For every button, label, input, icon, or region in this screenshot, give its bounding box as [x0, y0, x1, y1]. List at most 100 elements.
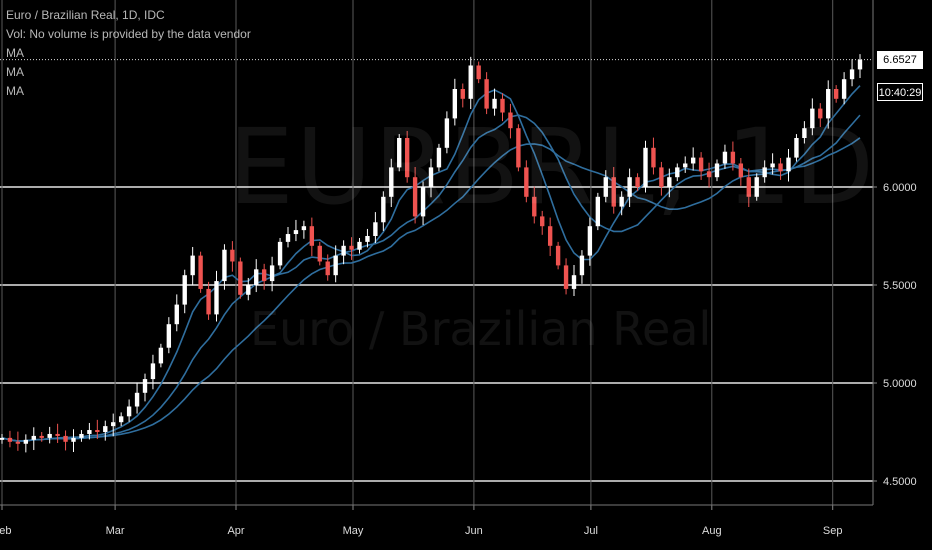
candle	[484, 72, 489, 115]
candle-body	[643, 147, 648, 187]
candle-body	[500, 98, 505, 113]
candle-body	[389, 167, 394, 197]
candle-body	[698, 157, 704, 172]
candle	[643, 140, 648, 193]
candle	[95, 419, 100, 440]
candle-body	[611, 177, 616, 207]
candle-body	[508, 112, 513, 129]
candle-body	[166, 324, 172, 348]
candle-body	[651, 147, 656, 168]
candle-body	[683, 163, 688, 168]
candle	[71, 429, 76, 452]
candle	[659, 161, 664, 196]
candle-body	[174, 304, 179, 325]
candle-body	[802, 128, 807, 138]
candle	[365, 228, 370, 248]
candle-body	[555, 245, 561, 266]
candle	[103, 420, 108, 441]
legend-ma-1[interactable]: MA	[6, 46, 24, 60]
candle	[325, 254, 330, 281]
candle-body	[714, 163, 720, 178]
y-tick-label: 4.5000	[883, 476, 917, 488]
candle	[87, 422, 92, 440]
candle	[47, 426, 52, 444]
candle	[619, 191, 624, 216]
candle-body	[285, 234, 291, 242]
candle	[39, 432, 44, 442]
candle-body	[730, 151, 736, 164]
candle-body	[603, 177, 608, 197]
candle-body	[404, 138, 410, 178]
candle	[770, 153, 775, 175]
x-tick-label: Feb	[0, 525, 11, 537]
legend-ma-2[interactable]: MA	[6, 65, 24, 79]
candle	[603, 170, 608, 203]
candle	[150, 354, 156, 390]
candle	[182, 269, 187, 314]
candle	[118, 412, 124, 427]
candle	[547, 217, 553, 256]
candle	[841, 72, 847, 105]
candle-body	[826, 89, 831, 119]
candle-body	[357, 241, 362, 250]
candle-body	[420, 187, 426, 217]
candle-body	[468, 65, 473, 99]
candle-body	[667, 177, 672, 187]
candle	[468, 56, 473, 109]
candle	[214, 270, 219, 322]
candle-body	[349, 245, 354, 250]
candle-body	[206, 288, 211, 315]
candle	[444, 111, 450, 154]
legend-ma-3[interactable]: MA	[6, 84, 24, 98]
candle-body	[746, 177, 751, 197]
candle-body	[778, 163, 783, 172]
candle-body	[754, 177, 759, 197]
candle	[555, 241, 561, 270]
candle-body	[857, 59, 863, 70]
candle	[349, 237, 354, 260]
candle-body	[484, 79, 489, 109]
candle-body	[333, 255, 338, 276]
candle-body	[786, 157, 791, 172]
candle	[532, 186, 537, 224]
candle	[238, 257, 243, 299]
candle	[690, 147, 696, 171]
candle	[802, 121, 807, 144]
candle	[635, 173, 640, 191]
candle-body	[476, 65, 481, 80]
axes: 4.5000 5.0000 5.5000 6.0000 Feb Mar Apr May Jun J…	[0, 0, 917, 537]
candle	[269, 256, 275, 292]
candle	[79, 430, 84, 442]
candle-body	[849, 69, 855, 80]
candle-body	[31, 435, 36, 440]
grid-lines	[0, 0, 873, 505]
candle-body	[118, 416, 124, 423]
candle	[754, 173, 759, 201]
legend-symbol[interactable]: Euro / Brazilian Real, 1D, IDC	[6, 8, 165, 22]
candle-body	[126, 406, 132, 417]
candle-body	[547, 226, 553, 246]
ma-line-1	[1, 85, 861, 442]
candle	[516, 124, 521, 172]
candle-body	[794, 138, 799, 158]
candle-body	[95, 430, 100, 432]
legend-volume[interactable]: Vol: No volume is provided by the data v…	[6, 27, 251, 41]
candle	[389, 158, 394, 207]
candle-body	[563, 265, 569, 289]
candle	[706, 162, 712, 188]
candle	[452, 78, 458, 126]
x-tick-label: May	[343, 525, 364, 537]
candle	[174, 294, 179, 332]
candle-body	[182, 275, 187, 305]
x-tick-label: Sep	[823, 525, 843, 537]
candle-body	[309, 226, 315, 246]
candle-body	[142, 379, 148, 393]
candle	[436, 143, 442, 172]
candle-body	[818, 108, 823, 119]
candle-body	[397, 138, 402, 168]
candle	[142, 373, 148, 402]
candle	[587, 217, 593, 266]
candle	[500, 93, 505, 122]
